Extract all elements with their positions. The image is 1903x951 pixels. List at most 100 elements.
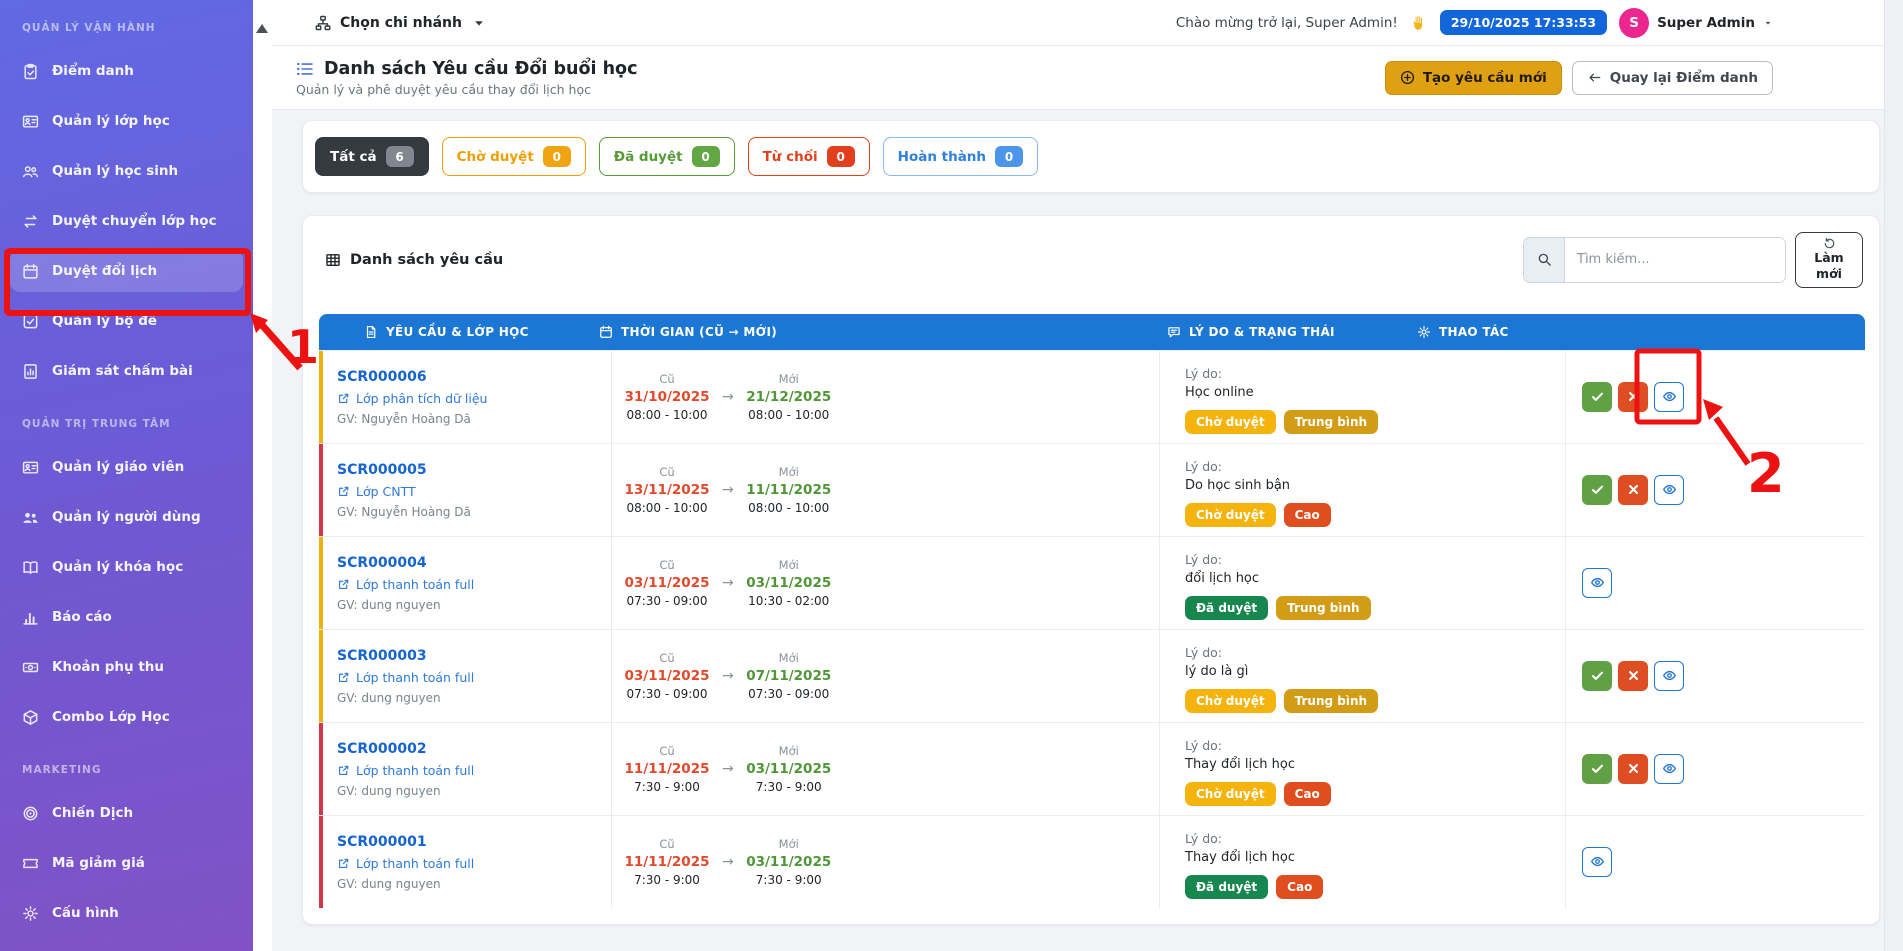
sidebar-item-quản-lý-lớp-học[interactable]: Quản lý lớp học [10, 100, 243, 142]
view-button[interactable] [1654, 660, 1684, 691]
teacher-name: GV: dung nguyen [337, 876, 441, 891]
view-button[interactable] [1654, 753, 1684, 784]
class-link[interactable]: Lớp CNTT [337, 484, 603, 499]
approve-button[interactable] [1582, 381, 1612, 412]
page-title-block: Danh sách Yêu cầu Đổi buổi học Quản lý v… [296, 59, 637, 97]
approve-button[interactable] [1582, 660, 1612, 691]
priority-accent-bar [319, 536, 323, 629]
new-date: 03/11/2025 [746, 760, 832, 777]
reject-button[interactable] [1618, 753, 1648, 784]
old-schedule: Cũ 03/11/2025 07:30 - 09:00 [624, 558, 710, 608]
reject-button[interactable] [1618, 660, 1648, 691]
sidebar-item-điểm-danh[interactable]: Điểm danh [10, 50, 243, 92]
priority-badge: Trung bình [1283, 409, 1379, 434]
page-scrollbar[interactable] [1884, 0, 1903, 951]
book-open-icon [22, 559, 39, 576]
request-id-link[interactable]: SCR000004 [337, 554, 427, 571]
back-to-attendance-button[interactable]: Quay lại Điểm danh [1571, 60, 1773, 95]
branch-selector-label: Chọn chi nhánh [340, 14, 462, 31]
class-link[interactable]: Lớp thanh toán full [337, 856, 603, 871]
reject-button[interactable] [1618, 381, 1648, 412]
people-icon [22, 163, 39, 180]
search-input[interactable] [1565, 237, 1785, 282]
view-button[interactable] [1582, 846, 1612, 877]
new-label: Mới [778, 464, 799, 479]
user-menu[interactable]: S Super Admin [1619, 7, 1773, 38]
old-time: 07:30 - 09:00 [626, 686, 708, 701]
sidebar-item-báo-cáo[interactable]: Báo cáo [10, 596, 243, 638]
view-button[interactable] [1654, 381, 1684, 412]
gear-icon [22, 905, 39, 922]
badges-row: Đã duyệt Trung bình [1185, 595, 1565, 620]
scroll-up-arrow-icon[interactable] [256, 24, 268, 33]
filter-từ-chối[interactable]: Từ chối 0 [747, 137, 870, 176]
request-row: SCR000003 Lớp thanh toán full GV: dung ngu… [319, 628, 1865, 722]
filter-đã-duyệt[interactable]: Đã duyệt 0 [598, 137, 735, 176]
check-square-icon [22, 313, 39, 330]
approve-button[interactable] [1582, 474, 1612, 505]
arrow-right-icon: → [722, 574, 734, 591]
filter-hoàn-thành[interactable]: Hoàn thành 0 [882, 137, 1039, 176]
create-request-button[interactable]: Tạo yêu cầu mới [1384, 60, 1562, 95]
sidebar-item-duyệt-đổi-lịch[interactable]: Duyệt đổi lịch [10, 250, 243, 292]
sidebar-scrollbar[interactable] [253, 0, 272, 951]
priority-accent-bar [319, 350, 323, 443]
sidebar-item-label: Khoản phụ thu [52, 659, 165, 675]
reason-text: Học online [1185, 384, 1254, 400]
class-link-label: Lớp thanh toán full [356, 762, 475, 778]
sidebar-item-giám-sát-chấm-bài[interactable]: Giám sát chấm bài [10, 350, 243, 392]
new-date: 07/11/2025 [746, 667, 832, 684]
request-id-link[interactable]: SCR000001 [337, 833, 427, 850]
old-label: Cũ [659, 557, 675, 572]
filter-chờ-duyệt[interactable]: Chờ duyệt 0 [441, 137, 586, 176]
ticket-icon [22, 855, 39, 872]
old-date: 11/11/2025 [624, 760, 710, 777]
reject-button[interactable] [1618, 474, 1648, 505]
priority-badge: Cao [1276, 874, 1324, 899]
class-link[interactable]: Lớp phân tích dữ liệu [337, 391, 603, 406]
new-time: 7:30 - 9:00 [755, 779, 822, 794]
view-button[interactable] [1582, 567, 1612, 598]
topbar-right: Chào mừng trở lại, Super Admin! 29/10/20… [1176, 7, 1773, 38]
sidebar-item-label: Quản lý người dùng [52, 509, 201, 525]
approve-button[interactable] [1582, 753, 1612, 784]
waving-hand-emoji [1410, 14, 1428, 32]
filter-tất-cả[interactable]: Tất cả 6 [315, 137, 429, 176]
sidebar-item-quản-lý-khóa-học[interactable]: Quản lý khóa học [10, 546, 243, 588]
sidebar-item-quản-lý-học-sinh[interactable]: Quản lý học sinh [10, 150, 243, 192]
view-button[interactable] [1654, 474, 1684, 505]
caret-down-icon [471, 15, 487, 31]
request-id-link[interactable]: SCR000003 [337, 647, 427, 664]
status-badge: Đã duyệt [1185, 595, 1269, 620]
request-id-link[interactable]: SCR000005 [337, 461, 427, 478]
column-header-label: THAO TÁC [1439, 324, 1509, 339]
sidebar-item-cấu-hình[interactable]: Cấu hình [10, 892, 243, 934]
external-link-icon [337, 392, 350, 405]
time-cell: Cũ 13/11/2025 08:00 - 10:00 → Mới 11/11/2025 0… [612, 443, 1160, 536]
user-name: Super Admin [1657, 14, 1755, 31]
request-id-link[interactable]: SCR000002 [337, 740, 427, 757]
class-link[interactable]: Lớp thanh toán full [337, 763, 603, 778]
branch-selector[interactable]: Chọn chi nhánh [315, 15, 487, 31]
new-date: 21/12/2025 [746, 388, 832, 405]
class-link[interactable]: Lớp thanh toán full [337, 577, 603, 592]
sidebar-item-quản-lý-giáo-viên[interactable]: Quản lý giáo viên [10, 446, 243, 488]
sidebar-item-khoản-phụ-thu[interactable]: Khoản phụ thu [10, 646, 243, 688]
sidebar-item-mã-giảm-giá[interactable]: Mã giảm giá [10, 842, 243, 884]
sidebar-item-chiến-dịch[interactable]: Chiến Dịch [10, 792, 243, 834]
sidebar-item-duyệt-chuyển-lớp-học[interactable]: Duyệt chuyển lớp học [10, 200, 243, 242]
caret-down-icon [1763, 18, 1773, 28]
request-id-link[interactable]: SCR000006 [337, 368, 427, 385]
plus-circle-icon [1400, 70, 1415, 85]
reason-label: Lý do: [1185, 365, 1222, 381]
sidebar-item-label: Quản lý bộ đề [52, 313, 158, 329]
old-time: 07:30 - 09:00 [626, 593, 708, 608]
sidebar-item-combo-lớp-học[interactable]: Combo Lớp Học [10, 696, 243, 738]
class-link[interactable]: Lớp thanh toán full [337, 670, 603, 685]
refresh-button[interactable]: Làm mới [1795, 232, 1863, 288]
sitemap-icon [315, 15, 331, 31]
sidebar-item-quản-lý-bộ-đề[interactable]: Quản lý bộ đề [10, 300, 243, 342]
content-area: Tất cả 6 Chờ duyệt 0 Đã duyệt 0 Từ chối 0 Hoàn t… [272, 110, 1885, 925]
sidebar-item-quản-lý-người-dùng[interactable]: Quản lý người dùng [10, 496, 243, 538]
reason-status-cell: Lý do: Do học sinh bận Chờ duyệt Cao [1160, 443, 1566, 536]
